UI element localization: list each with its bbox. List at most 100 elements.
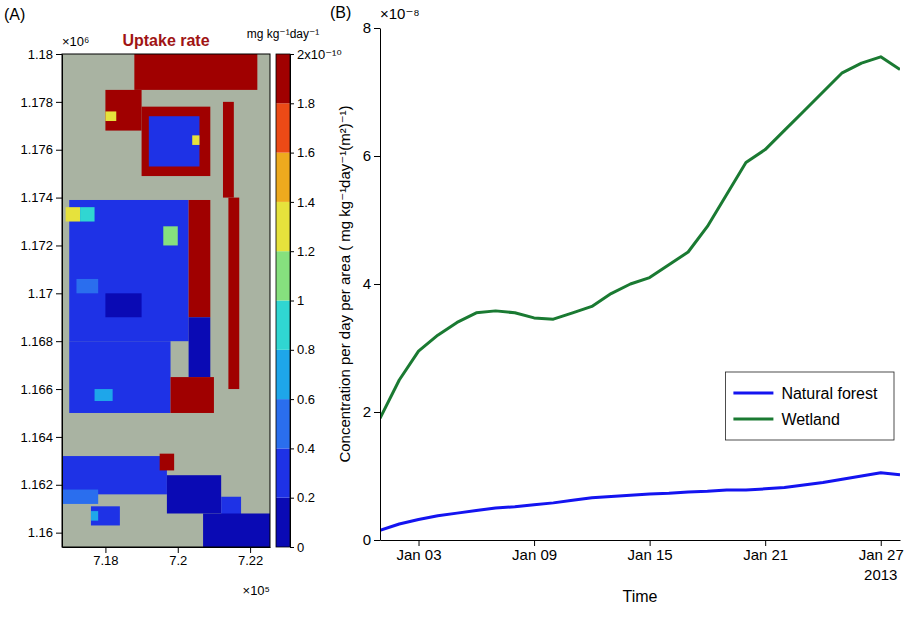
- tick-label: 2: [363, 403, 371, 420]
- tick: 1.166: [20, 382, 62, 397]
- tick-label: 0.4: [297, 441, 315, 456]
- tick-mark: [178, 547, 179, 553]
- cell: [105, 90, 141, 131]
- tick-label: 1.172: [20, 238, 53, 253]
- tick: 1.164: [20, 430, 62, 445]
- tick: 4: [363, 275, 380, 292]
- tick-mark: [290, 103, 294, 104]
- tick-mark: [56, 341, 62, 342]
- colorbar-bin: [276, 448, 290, 497]
- tick-mark: [56, 150, 62, 151]
- legend-swatch: [733, 418, 773, 421]
- cell: [62, 456, 167, 494]
- tick-label: 1.16: [28, 525, 53, 540]
- tick: Jan 15: [628, 540, 673, 563]
- cell: [91, 511, 98, 521]
- tick-label: 4: [363, 275, 371, 292]
- cell: [171, 377, 214, 413]
- tick: Jan 27: [859, 540, 904, 563]
- tick-label: Jan 09: [512, 546, 557, 563]
- tick-mark: [290, 251, 294, 252]
- tick-label: 1.17: [28, 286, 53, 301]
- tick-mark: [56, 102, 62, 103]
- tick-label: 0: [363, 531, 371, 548]
- colorbar-bin: [276, 153, 290, 202]
- tick-mark: [374, 156, 380, 157]
- cell: [223, 102, 234, 198]
- tick-label: 2x10⁻¹⁰: [297, 47, 342, 62]
- tick-label: 0: [297, 540, 304, 555]
- tick-label: 1.8: [297, 96, 315, 111]
- colorbar-bin: [276, 399, 290, 448]
- tick-label: 1.2: [297, 244, 315, 259]
- tick-label: 0.2: [297, 490, 315, 505]
- tick: 1.16: [28, 525, 62, 540]
- axis-line: [381, 540, 901, 541]
- cell: [203, 513, 270, 547]
- cell: [62, 490, 98, 504]
- tick-label: 1.162: [20, 477, 53, 492]
- y-axis: 02468: [363, 19, 381, 548]
- panel-label: (B): [330, 4, 351, 21]
- tick-mark: [56, 293, 62, 294]
- tick: 1.4: [290, 195, 315, 210]
- title: Uptake rate: [122, 32, 209, 49]
- tick-label: 1.166: [20, 382, 53, 397]
- cell: [80, 207, 94, 221]
- tick: 0.4: [290, 441, 315, 456]
- tick-label: Jan 15: [628, 546, 673, 563]
- tick-mark: [250, 547, 251, 553]
- tick-mark: [56, 437, 62, 438]
- cell: [69, 200, 188, 341]
- legend: Natural forest Wetland: [725, 372, 894, 440]
- tick-mark: [290, 301, 294, 302]
- lines: [380, 57, 900, 531]
- x-axis-title: Time: [623, 588, 658, 605]
- cell: [69, 341, 170, 413]
- tick: 2: [363, 403, 380, 420]
- tick: 1.17: [28, 286, 62, 301]
- tick: 7.2: [169, 547, 187, 568]
- map-background: [62, 54, 270, 547]
- x-axis: 7.187.27.22: [63, 547, 271, 568]
- tick-mark: [56, 389, 62, 390]
- tick-mark: [290, 153, 294, 154]
- tick-label: 1.164: [20, 430, 53, 445]
- tick: 1.172: [20, 238, 62, 253]
- axis-line: [63, 547, 271, 548]
- tick-mark: [105, 547, 106, 553]
- tick-label: 1.18: [28, 47, 53, 62]
- cell: [189, 200, 211, 317]
- colorbar-frame: [276, 54, 290, 547]
- tick: 1: [290, 293, 304, 308]
- legend-label: Natural forest: [781, 385, 878, 402]
- colorbar-axis: 00.20.40.60.811.21.41.61.82x10⁻¹⁰: [290, 47, 342, 555]
- colorbar-label: mg kg⁻¹day⁻¹: [247, 27, 320, 41]
- tick-label: Jan 21: [743, 546, 788, 563]
- tick-mark: [290, 448, 294, 449]
- axis-line: [380, 29, 381, 541]
- colorbar-bin: [276, 301, 290, 350]
- tick: 2x10⁻¹⁰: [290, 47, 342, 62]
- tick: 6: [363, 147, 380, 164]
- tick-label: Jan 03: [396, 546, 441, 563]
- colorbar-bin: [276, 54, 290, 103]
- colorbar-bin: [276, 350, 290, 399]
- tick: 0: [290, 540, 304, 555]
- panel-label: (A): [4, 6, 25, 23]
- colorbar-bin: [276, 498, 290, 547]
- exponent-label: ×10⁻⁸: [380, 5, 420, 22]
- legend-label: Wetland: [781, 411, 839, 428]
- y-axis: 1.161.1621.1641.1661.1681.171.1721.1741.…: [20, 47, 62, 548]
- tick-mark: [56, 485, 62, 486]
- tick-mark: [374, 28, 380, 29]
- tick-mark: [56, 54, 62, 55]
- cells: [62, 54, 270, 547]
- tick: 0.2: [290, 490, 315, 505]
- cell: [66, 207, 80, 221]
- tick: 1.176: [20, 142, 62, 157]
- cell: [189, 317, 211, 377]
- tick: 0: [363, 531, 380, 548]
- axis-line: [291, 55, 295, 548]
- cell: [167, 475, 221, 513]
